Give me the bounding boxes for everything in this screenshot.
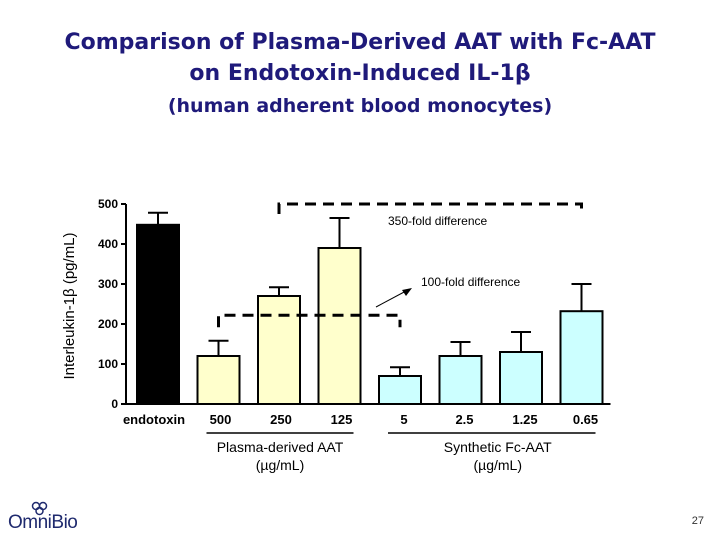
y-tick-label: 500 [98, 197, 118, 211]
y-tick-label: 400 [98, 237, 118, 251]
chart-title-line2: on Endotoxin-Induced IL-1β [189, 61, 531, 86]
y-tick-label: 0 [111, 397, 118, 411]
x-tick-label: 2.5 [455, 412, 473, 427]
bar [257, 295, 301, 405]
group-unit: (µg/mL) [473, 457, 522, 473]
group-label: Plasma-derived AAT [217, 439, 344, 455]
y-tick-label: 200 [98, 317, 118, 331]
y-axis-label: Interleukin-1β (pg/mL) [61, 232, 78, 379]
group-label: Synthetic Fc-AAT [444, 439, 552, 455]
annotation-label: 100-fold difference [421, 275, 521, 289]
chart-title: Comparison of Plasma-Derived AAT with Fc… [64, 30, 656, 55]
x-tick-label: 1.25 [512, 412, 537, 427]
logo-text: OmniBio [8, 512, 78, 533]
annotation-label: 350-fold difference [388, 214, 488, 228]
x-tick-label: 125 [331, 412, 353, 427]
bar [559, 310, 604, 406]
bar [499, 351, 543, 405]
x-tick-label: 0.65 [573, 412, 598, 427]
x-tick-label: 250 [270, 412, 292, 427]
x-tick-label: 500 [210, 412, 232, 427]
bar [136, 223, 180, 405]
bar [317, 247, 362, 405]
bar [378, 375, 422, 405]
bar [438, 355, 483, 405]
chart-subtitle: (human adherent blood monocytes) [167, 95, 553, 117]
page-number: 27 [691, 515, 704, 527]
x-tick-label: endotoxin [123, 412, 185, 427]
omnibio-logo-icon [31, 501, 48, 516]
bar [196, 355, 241, 405]
y-tick-label: 100 [98, 357, 118, 371]
y-tick-label: 300 [98, 277, 118, 291]
annotation-bracket [217, 313, 402, 328]
annotation-arrowhead [402, 288, 412, 296]
annotation-arrow [375, 290, 407, 308]
group-unit: (µg/mL) [256, 457, 305, 473]
x-tick-label: 5 [400, 412, 407, 427]
annotation-bracket [277, 202, 583, 214]
